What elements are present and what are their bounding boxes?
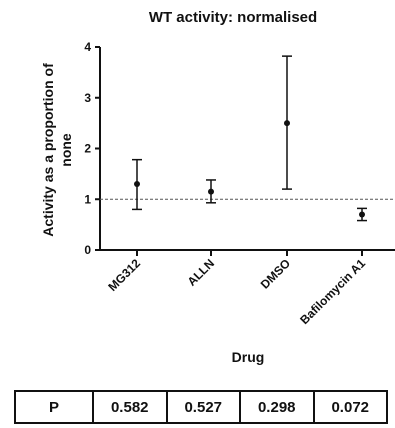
x-tick-label: ALLN: [185, 256, 218, 289]
data-point: [284, 120, 290, 127]
data-point: [359, 211, 365, 218]
p-value-cell-alln: 0.527: [165, 390, 241, 424]
y-axis-label: Activity as a proportion of none: [40, 63, 74, 237]
y-tick-label: 2: [84, 142, 91, 156]
x-tick-label: MG312: [105, 256, 143, 294]
p-value-cell-dmso: 0.298: [239, 390, 315, 424]
x-ticks: MG312 ALLN DMSO Bafilomycin A1: [105, 250, 368, 327]
y-tick-label: 4: [84, 40, 91, 54]
p-value-row: P 0.582 0.527 0.298 0.072: [14, 390, 388, 424]
x-axis-label: Drug: [232, 349, 265, 365]
y-tick-label: 1: [84, 192, 91, 206]
p-value-table: P 0.582 0.527 0.298 0.072: [14, 390, 388, 424]
data-series: [132, 55, 367, 222]
data-point: [134, 181, 140, 188]
data-point: [208, 188, 214, 195]
p-label-cell: P: [14, 390, 94, 424]
y-ticks: 0 1 2 3 4: [84, 40, 100, 257]
y-axis-label-line-1: Activity as a proportion of: [40, 63, 56, 237]
y-axis-label-line-2: none: [58, 133, 74, 167]
chart: WT activity: normalised Activity as a pr…: [40, 9, 395, 365]
p-value-cell-mg312: 0.582: [92, 390, 168, 424]
chart-title: WT activity: normalised: [149, 9, 317, 26]
x-tick-label: Bafilomycin A1: [297, 256, 368, 327]
x-tick-label: DMSO: [258, 256, 293, 291]
p-value-cell-bafilomycin: 0.072: [312, 390, 388, 424]
y-tick-label: 3: [84, 91, 91, 105]
y-tick-label: 0: [84, 243, 91, 257]
